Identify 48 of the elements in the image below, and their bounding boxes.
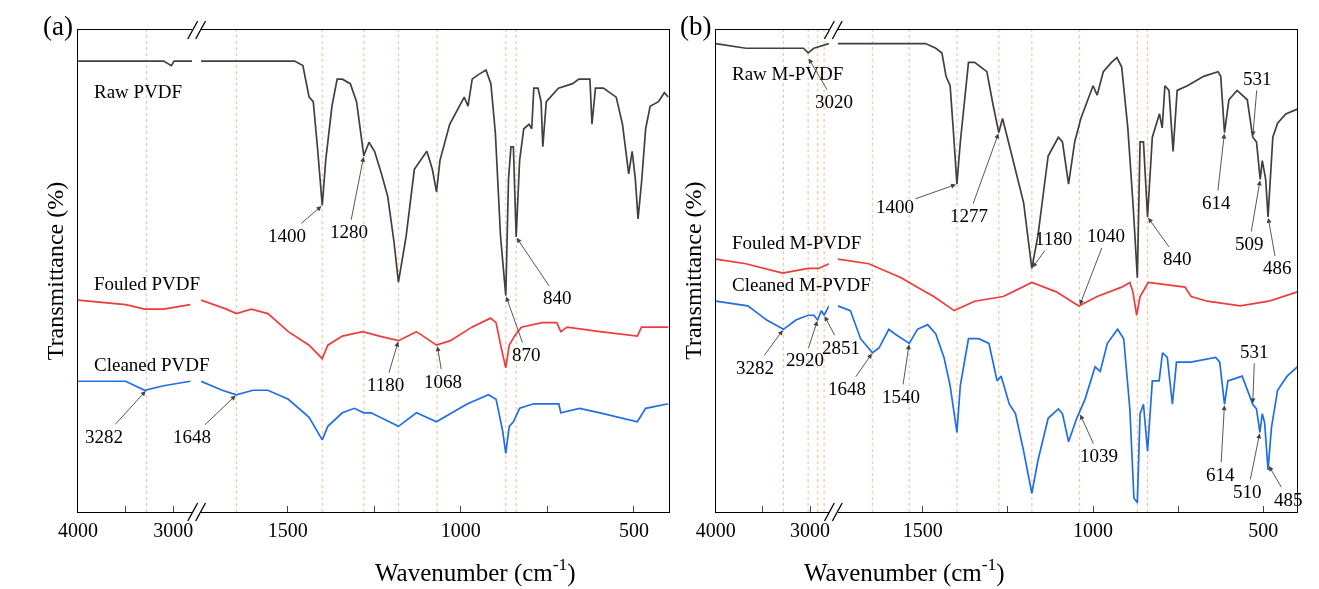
chart-title: (a) bbox=[43, 11, 73, 41]
y-axis-title: Transmittance (%) bbox=[679, 181, 706, 360]
annotation: 531 bbox=[1243, 68, 1272, 89]
annotation: 840 bbox=[543, 287, 572, 308]
annotation: 1180 bbox=[367, 374, 405, 395]
annotation: 1039 bbox=[1080, 445, 1118, 466]
annotation: 614 bbox=[1206, 464, 1235, 485]
x-tick-label: 1500 bbox=[267, 519, 308, 542]
annotation: 1540 bbox=[882, 386, 920, 407]
annotation: 1400 bbox=[268, 225, 306, 246]
annotation: 1400 bbox=[876, 196, 914, 217]
annotation: 531 bbox=[1240, 341, 1269, 362]
x-axis-title: Wavenumber (cm$^{-1}$) bbox=[804, 554, 1005, 587]
series-label: Cleaned M-PVDF bbox=[732, 274, 871, 295]
series-label: Cleaned PVDF bbox=[94, 354, 210, 375]
annotation: 840 bbox=[1163, 248, 1192, 269]
annotation: 1648 bbox=[173, 426, 211, 447]
annotation: 1277 bbox=[950, 205, 988, 226]
x-tick-label: 3000 bbox=[790, 519, 831, 542]
x-tick-label: 1000 bbox=[440, 519, 481, 542]
x-tick-label: 4000 bbox=[58, 519, 99, 542]
series-label: Raw PVDF bbox=[94, 81, 183, 102]
x-tick-label: 1500 bbox=[902, 519, 943, 542]
annotation: 614 bbox=[1202, 192, 1231, 213]
legend-label: Raw M-PVDF bbox=[732, 63, 844, 84]
annotation: 1648 bbox=[828, 378, 866, 399]
annotation: 2851 bbox=[822, 337, 860, 358]
chart-title: (b) bbox=[680, 11, 712, 41]
x-tick-label: 1000 bbox=[1073, 519, 1114, 542]
annotation: 510 bbox=[1233, 481, 1262, 502]
x-tick-label: 500 bbox=[618, 519, 649, 542]
x-tick-label: 3000 bbox=[153, 519, 194, 542]
annotation: 3282 bbox=[736, 357, 774, 378]
annotation: 2920 bbox=[786, 349, 824, 370]
y-axis-title: Transmittance (%) bbox=[42, 181, 69, 361]
x-tick-label: 4000 bbox=[695, 519, 736, 542]
annotation: 3282 bbox=[85, 426, 123, 447]
annotation: 509 bbox=[1235, 233, 1264, 254]
series-label: Fouled M-PVDF bbox=[732, 232, 862, 253]
annotation: 486 bbox=[1263, 257, 1292, 278]
x-axis-title: Wavenumber (cm$^{-1}$) bbox=[375, 554, 576, 587]
annotation: 1040 bbox=[1087, 225, 1125, 246]
annotation: 3020 bbox=[815, 91, 853, 112]
series-label: Fouled PVDF bbox=[94, 273, 201, 294]
annotation: 1068 bbox=[424, 371, 462, 392]
annotation: 1280 bbox=[330, 221, 368, 242]
annotation: 870 bbox=[512, 344, 541, 365]
x-tick-label: 500 bbox=[1248, 519, 1279, 542]
